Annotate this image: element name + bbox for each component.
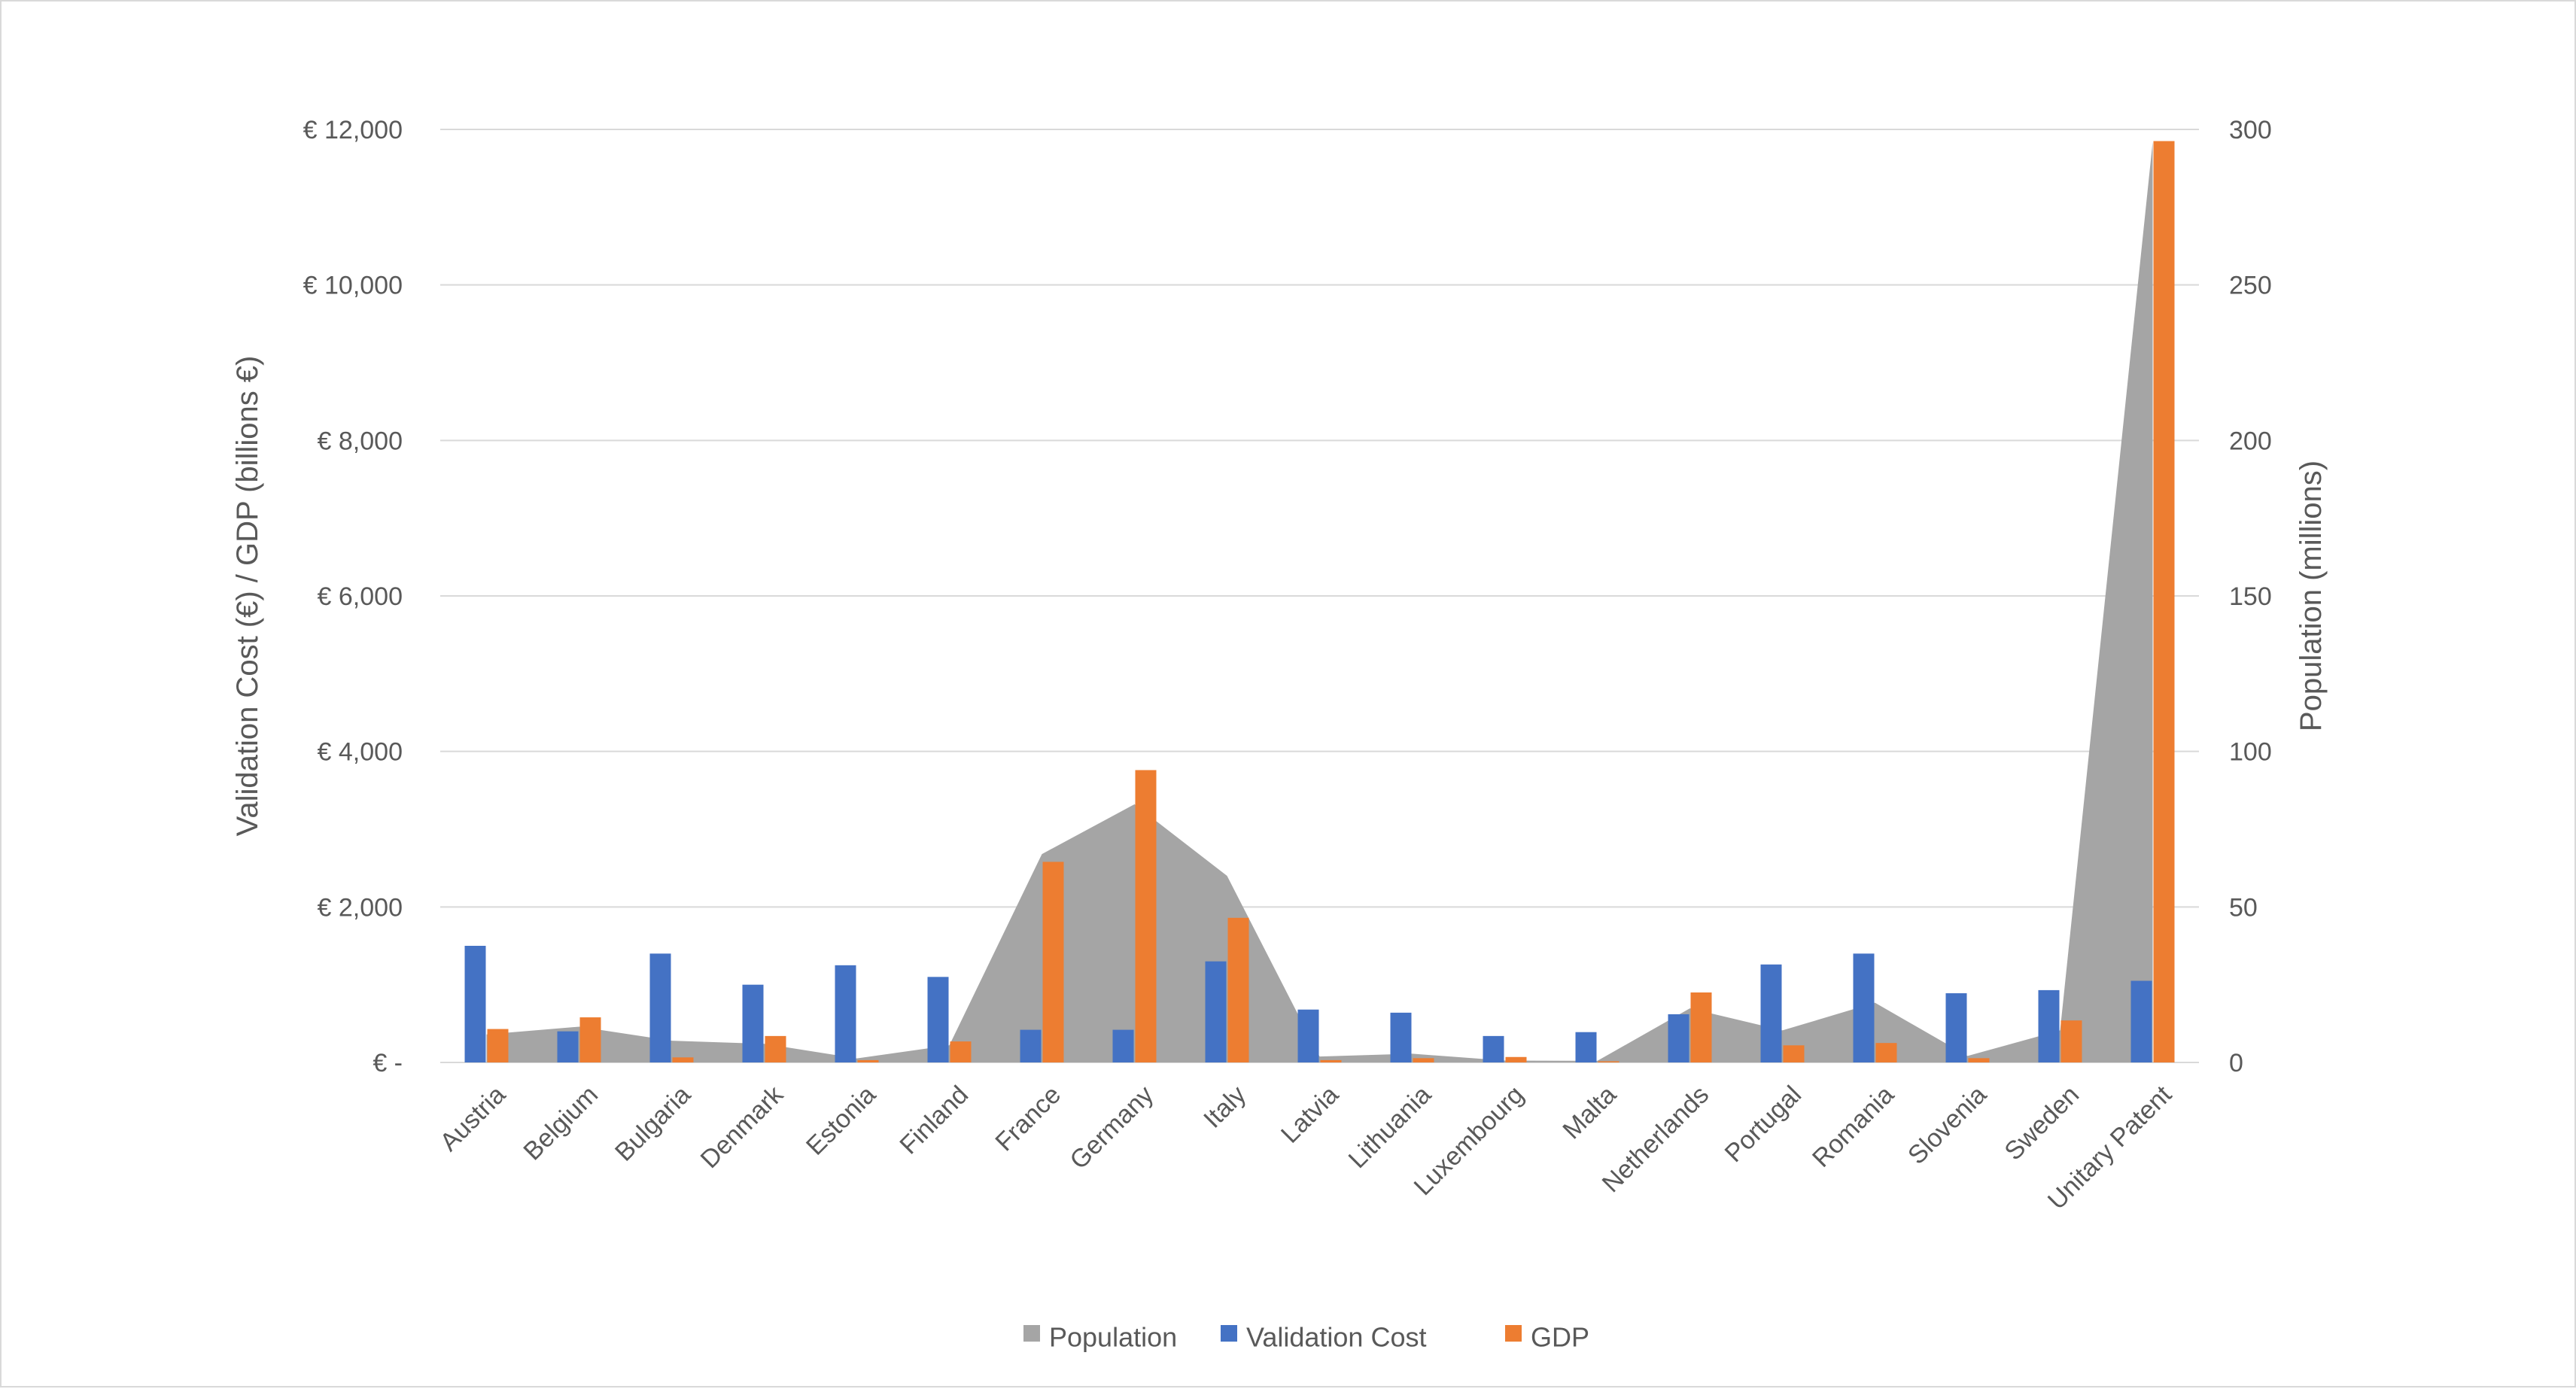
x-tick-label: Belgium [518,1081,604,1166]
validation-cost-bar [1945,993,1967,1062]
legend-validation-cost-swatch [1221,1325,1237,1342]
validation-cost-bar [742,984,764,1062]
legend-validation-cost-label: Validation Cost [1246,1322,1426,1353]
y-right-tick-label: 0 [2229,1049,2243,1077]
y-left-tick-label: € 2,000 [318,893,403,922]
y-left-tick-label: € 10,000 [303,272,403,300]
x-tick-label: Romania [1807,1081,1899,1173]
gdp-bar [1598,1061,1620,1062]
gdp-bar [1783,1045,1805,1062]
validation-cost-bar [649,953,671,1062]
validation-cost-bar [1483,1035,1504,1062]
validation-cost-bar [835,965,856,1062]
validation-cost-bar [557,1031,579,1062]
legend-gdp-swatch [1505,1325,1522,1342]
x-tick-label: Portugal [1720,1081,1807,1168]
validation-cost-bar [1575,1032,1597,1062]
validation-cost-bar [1390,1012,1412,1062]
validation-cost-bar [1205,961,1227,1062]
y-left-tick-label: € 8,000 [318,427,403,455]
x-tick-label: Slovenia [1902,1081,1992,1170]
gdp-bar [1505,1056,1527,1062]
gdp-bar [1320,1059,1342,1062]
validation-cost-bar [1297,1009,1319,1062]
validation-cost-bar [1112,1029,1134,1062]
y-left-tick-label: € 12,000 [303,116,403,144]
y-right-axis-title: Population (millions) [2295,460,2328,731]
y-right-tick-label: 100 [2229,738,2272,767]
x-tick-label: Latvia [1276,1081,1344,1149]
gdp-bar [672,1057,694,1062]
gdp-bar [579,1017,601,1062]
gdp-bar [1413,1058,1434,1062]
gdp-bar [487,1029,509,1062]
legend-population-swatch [1023,1325,1040,1342]
bars-layer [464,141,2175,1062]
y-right-tick-label: 200 [2229,427,2272,455]
validation-cost-bar [1020,1029,1042,1062]
x-tick-label: France [990,1081,1066,1157]
x-tick-label: Austria [434,1081,511,1157]
gdp-bar [2153,141,2175,1062]
y-right-tick-label: 50 [2229,893,2258,922]
validation-cost-bar [2130,980,2152,1062]
gdp-bar [1227,917,1249,1062]
gridlines [440,129,2199,1063]
gdp-bar [1690,992,1712,1062]
validation-cost-bar [927,977,949,1062]
validation-cost-bar [464,946,486,1062]
x-tick-label: Estonia [801,1081,881,1161]
gdp-bar [2060,1020,2082,1062]
gdp-bar [1042,862,1064,1062]
legend-population-label: Population [1049,1322,1177,1353]
y-right-tick-label: 300 [2229,116,2272,144]
legend-gdp-label: GDP [1531,1322,1589,1353]
gdp-bar [1875,1043,1897,1062]
gdp-bar [765,1035,786,1062]
validation-cost-bar [1853,953,1875,1062]
y-left-tick-label: € 6,000 [318,582,403,611]
y-left-axis-title: Validation Cost (€) / GDP (billions €) [231,356,264,837]
legend: Population Validation Cost GDP [1023,1322,1589,1353]
x-tick-label: Malta [1557,1081,1622,1145]
y-left-tick-label: € - [373,1049,403,1077]
x-tick-label: Denmark [695,1080,789,1174]
x-tick-label: Sweden [1999,1081,2085,1166]
gdp-bar [857,1059,879,1062]
population-area [486,141,2153,1063]
x-tick-label: Lithuania [1343,1081,1437,1175]
gdp-bar [1135,770,1157,1062]
x-tick-label: Bulgaria [610,1081,696,1167]
y-left-tick-label: € 4,000 [318,738,403,767]
population-area-layer [486,141,2153,1063]
validation-cost-bar [1668,1014,1689,1062]
gdp-bar [950,1041,972,1062]
gdp-bar [1968,1058,1990,1062]
validation-cost-bar [1760,964,1782,1062]
x-tick-label: Italy [1198,1081,1252,1134]
y-right-tick-label: 250 [2229,272,2272,300]
validation-cost-bar [2038,989,2060,1062]
x-tick-label: Germany [1064,1081,1159,1175]
x-tick-label: Finland [894,1081,974,1160]
y-right-tick-label: 150 [2229,582,2272,611]
